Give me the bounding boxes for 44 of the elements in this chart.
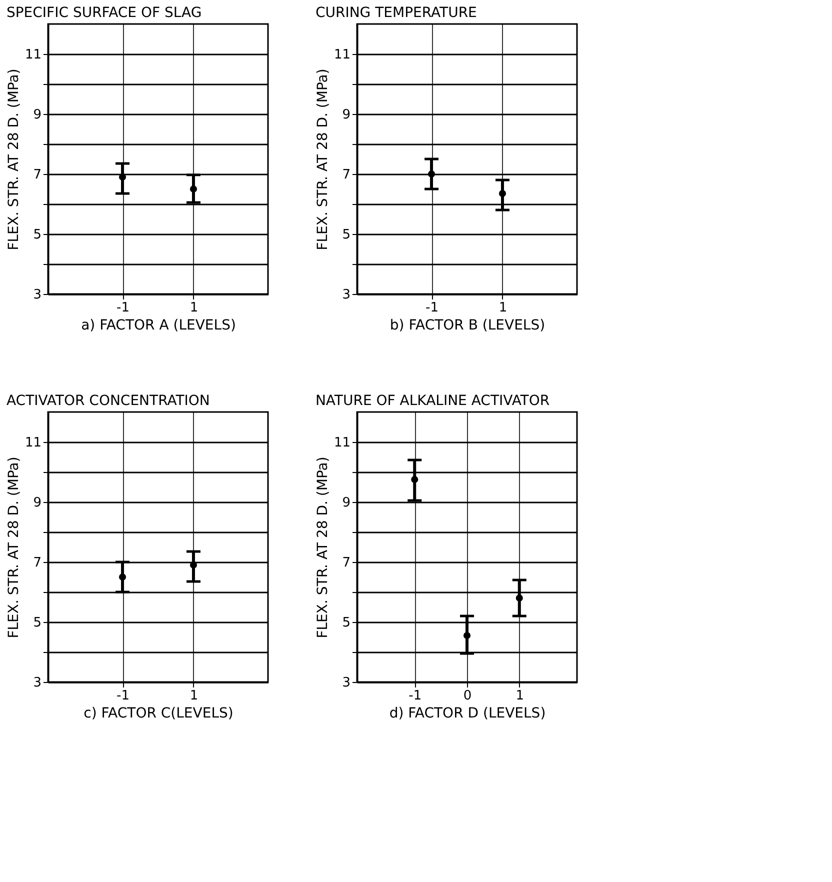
point — [411, 476, 418, 484]
chart-title: SPECIFIC SURFACE OF SLAG — [6, 5, 202, 21]
x-axis-title: d) FACTOR D (LEVELS) — [389, 706, 546, 722]
y-tick-label: 5 — [33, 228, 42, 242]
x-tick-label: -1 — [116, 300, 130, 316]
y-tick-label: 9 — [342, 108, 350, 122]
x-tick-label: -1 — [116, 688, 130, 704]
y-tick-label: 5 — [33, 616, 42, 630]
x-tick-label: 0 — [463, 688, 472, 704]
y-tick-label: 11 — [24, 48, 42, 62]
y-tick-label: 3 — [342, 288, 350, 302]
y-tick-label: 9 — [342, 496, 350, 510]
x-tick-label: 1 — [498, 300, 508, 316]
y-tick-label: 11 — [334, 436, 350, 450]
y-tick-label: 9 — [33, 108, 42, 122]
x-tick-label: -1 — [408, 688, 422, 704]
x-axis-title: b) FACTOR B (LEVELS) — [390, 318, 546, 334]
chart-title: CURING TEMPERATURE — [315, 5, 477, 21]
y-tick-label: 9 — [33, 496, 42, 510]
y-tick-label: 7 — [342, 556, 350, 570]
point — [463, 632, 471, 640]
x-tick-label: 1 — [190, 300, 198, 316]
chart-title: NATURE OF ALKALINE ACTIVATOR — [315, 393, 550, 409]
x-tick-label: -1 — [426, 300, 438, 316]
y-tick-label: 7 — [342, 168, 350, 182]
y-tick-label: 3 — [342, 676, 350, 690]
y-axis-title: FLEX. STR. AT 28 D. (MPa) — [314, 68, 331, 250]
y-axis-title: FLEX. STR. AT 28 D. (MPa) — [6, 68, 22, 250]
y-tick-label: 7 — [33, 168, 42, 182]
point — [516, 594, 523, 602]
y-tick-label: 11 — [24, 436, 42, 450]
y-tick-label: 11 — [334, 48, 350, 62]
y-tick-label: 5 — [342, 228, 350, 242]
x-axis-title: a) FACTOR A (LEVELS) — [81, 318, 236, 334]
x-tick-label: 1 — [190, 688, 198, 704]
x-tick-label: 1 — [516, 688, 524, 704]
y-tick-label: 3 — [33, 288, 42, 302]
y-tick-label: 5 — [342, 616, 350, 630]
y-tick-label: 7 — [33, 556, 42, 570]
chart-title: ACTIVATOR CONCENTRATION — [6, 393, 210, 409]
y-axis-title: FLEX. STR. AT 28 D. (MPa) — [314, 456, 331, 638]
y-axis-title: FLEX. STR. AT 28 D. (MPa) — [6, 456, 22, 638]
y-tick-label: 3 — [33, 676, 42, 690]
x-axis-title: c) FACTOR C(LEVELS) — [84, 706, 234, 722]
